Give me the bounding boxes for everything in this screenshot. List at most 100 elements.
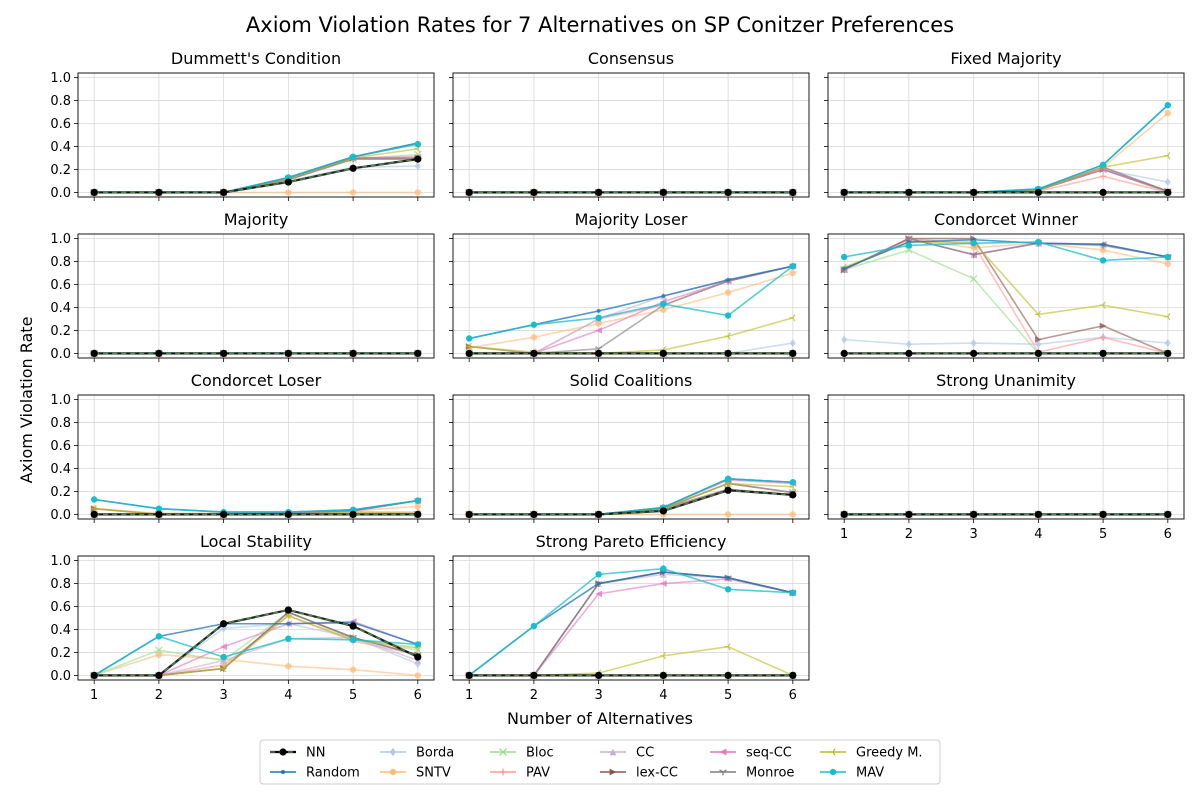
data-point (1164, 338, 1171, 348)
legend-label: SNTV (416, 766, 451, 781)
y-tick-label: 0.0 (50, 186, 71, 201)
series-nn (90, 349, 422, 358)
data-point (724, 586, 732, 593)
legend-label: CC (636, 746, 654, 761)
axes-frame (827, 72, 1185, 198)
data-point (349, 622, 357, 630)
data-point (905, 340, 912, 349)
subplot-strong-unanimity: Strong Unanimity 1 2 3 4 5 6 (824, 371, 1185, 542)
data-point (726, 575, 731, 580)
subplot-title: Solid Coalitions (570, 371, 693, 390)
data-point (1034, 510, 1042, 519)
series-line (843, 238, 1168, 270)
data-point (220, 643, 228, 651)
data-point (970, 338, 977, 348)
legend-marker (390, 747, 396, 757)
data-point (724, 289, 732, 296)
subplot-solid-coalitions: Solid Coalitions (449, 371, 810, 523)
data-point (970, 239, 977, 247)
series-line (469, 265, 794, 340)
series-line (93, 653, 418, 677)
data-point (284, 510, 292, 519)
data-point (220, 349, 228, 358)
data-point (724, 188, 732, 197)
data-point (284, 606, 292, 614)
data-point (1034, 349, 1042, 358)
data-point (659, 188, 667, 197)
y-tick-label: 0.8 (50, 94, 71, 109)
y-tick-label: 0.2 (50, 646, 71, 661)
data-point (414, 672, 422, 679)
legend-item-random: Random (270, 766, 360, 781)
x-tick-label: 1 (465, 688, 473, 703)
y-tick-label: 0.4 (50, 301, 71, 316)
data-point (1099, 246, 1107, 254)
data-point (595, 327, 603, 334)
x-tick-label: 3 (594, 688, 602, 703)
data-point (789, 671, 797, 680)
data-point (90, 496, 98, 503)
axes-frame (77, 394, 435, 520)
y-tick-label: 1.0 (50, 393, 71, 408)
y-tick-label: 0.8 (50, 416, 71, 431)
data-point (842, 266, 847, 271)
data-point (724, 511, 732, 518)
data-point (220, 620, 228, 628)
series-nn (840, 510, 1172, 519)
legend-item-greedy-m: Greedy M. (820, 746, 923, 761)
series-line (844, 241, 1168, 262)
data-point (349, 153, 357, 161)
axes-frame (77, 233, 435, 359)
legend-item-pav: PAV (490, 766, 550, 781)
figure-suptitle: Axiom Violation Rates for 7 Alternatives… (246, 13, 954, 37)
legend-item-sntv: SNTV (380, 766, 451, 781)
series-line (468, 567, 793, 677)
y-tick-label: 1.0 (50, 232, 71, 247)
data-point (1164, 312, 1171, 321)
data-point (789, 338, 796, 348)
data-point (284, 349, 292, 358)
x-tick-label: 1 (840, 527, 848, 542)
data-point (596, 308, 601, 313)
data-point (659, 580, 667, 587)
data-point (155, 510, 163, 519)
data-point (661, 294, 666, 298)
data-point (414, 503, 422, 510)
subplot-majority-loser: Majority Loser (449, 210, 810, 362)
series-nn (90, 606, 422, 680)
subplot-condorcet-loser: Condorcet Loser 0.0 0.2 0.4 0.6 0.8 1.0 (50, 371, 435, 523)
data-point (1164, 109, 1172, 117)
data-point (724, 486, 732, 494)
x-tick-label: 2 (530, 688, 538, 703)
data-point (1034, 310, 1041, 319)
data-point (969, 274, 978, 283)
data-point (1164, 510, 1172, 519)
y-tick-label: 0.6 (50, 278, 71, 293)
data-point (155, 646, 163, 655)
subplot-title: Majority (224, 210, 289, 229)
data-point (659, 671, 667, 680)
data-point (530, 671, 538, 680)
data-point (789, 188, 797, 197)
data-point (465, 188, 473, 197)
data-point (414, 155, 422, 163)
data-point (905, 242, 913, 249)
series-mav (465, 262, 797, 342)
y-tick-label: 0.8 (50, 577, 71, 592)
legend-item-bloc: Bloc (490, 746, 554, 761)
series-nn (465, 486, 797, 519)
series-line (469, 317, 794, 355)
subplot-title: Condorcet Loser (191, 371, 322, 390)
data-point (414, 653, 422, 661)
subplot-consensus: Consensus (449, 49, 810, 201)
data-point (1101, 242, 1106, 247)
x-tick-label: 5 (349, 688, 357, 703)
x-tick-label: 3 (219, 688, 227, 703)
data-point (1034, 188, 1042, 197)
y-tick-label: 0.2 (50, 324, 71, 339)
y-tick-label: 0.4 (50, 623, 71, 638)
data-point (840, 188, 848, 197)
data-point (155, 633, 163, 640)
axes-frame (452, 394, 810, 520)
data-point (284, 178, 292, 186)
